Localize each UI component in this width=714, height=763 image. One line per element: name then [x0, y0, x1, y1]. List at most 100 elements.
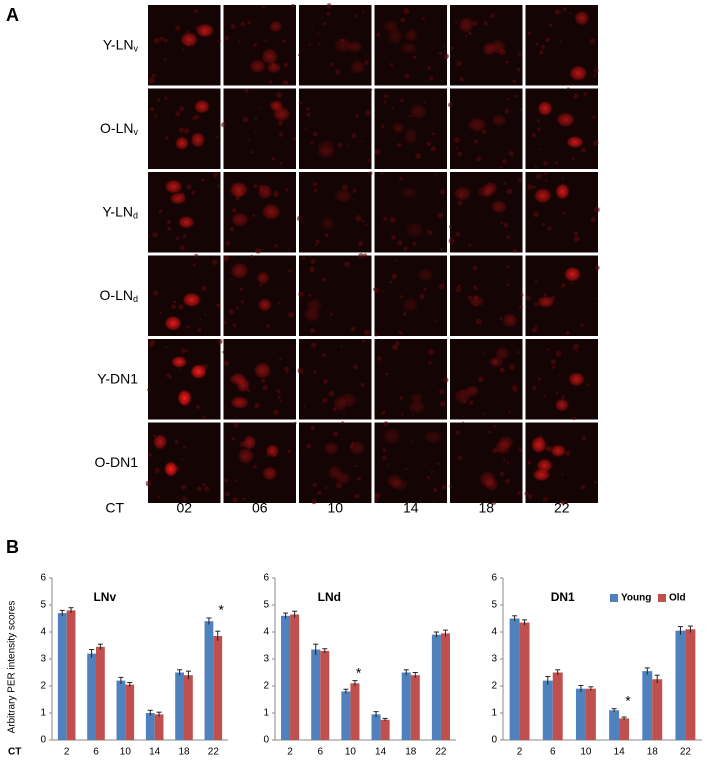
bar — [585, 688, 596, 740]
speckle — [152, 290, 159, 296]
speckle — [490, 13, 495, 19]
cell — [268, 20, 283, 33]
speckle — [181, 458, 184, 461]
cell — [164, 179, 183, 195]
x-tick-label: 18 — [178, 747, 190, 758]
speckle — [317, 490, 322, 495]
speckle — [232, 497, 238, 503]
speckle — [229, 226, 235, 232]
speckle — [505, 478, 510, 484]
bar — [213, 636, 223, 740]
cell — [573, 10, 590, 26]
cell — [268, 99, 284, 112]
micrograph-tile — [450, 339, 523, 420]
cell — [382, 19, 400, 33]
row-label-text: O-DN1 — [94, 453, 138, 469]
speckle — [313, 188, 318, 193]
speckle — [581, 147, 587, 153]
bar — [431, 634, 441, 740]
speckle — [154, 467, 160, 474]
speckle — [202, 415, 206, 419]
speckle — [178, 304, 184, 310]
y-tick-label: 3 — [40, 654, 46, 665]
cell — [253, 361, 272, 380]
speckle — [167, 226, 172, 231]
speckle — [306, 443, 312, 449]
speckle — [232, 323, 237, 328]
speckle — [455, 430, 460, 435]
speckle — [288, 248, 291, 251]
cell — [248, 58, 267, 74]
speckle — [448, 225, 453, 229]
speckle — [439, 283, 445, 290]
speckle — [354, 464, 358, 468]
speckle — [370, 88, 373, 91]
speckle — [323, 21, 327, 26]
speckle — [412, 241, 417, 246]
speckle — [247, 20, 252, 25]
speckle — [158, 209, 163, 214]
speckle — [389, 280, 393, 284]
speckle — [505, 60, 509, 64]
speckle — [212, 172, 219, 178]
row-label-subscript: v — [134, 127, 139, 137]
speckle — [148, 77, 155, 84]
column-label: 22 — [554, 500, 570, 516]
speckle — [403, 246, 408, 251]
row-label: Y-LNv — [103, 36, 139, 54]
speckle — [397, 143, 402, 148]
cell — [257, 183, 273, 200]
bar — [619, 718, 630, 740]
row-label-subscript: d — [133, 294, 138, 304]
cell — [163, 460, 179, 478]
cell — [333, 188, 354, 203]
row-label: O-DN1 — [94, 453, 138, 469]
speckle — [356, 476, 361, 481]
cell — [181, 292, 202, 308]
bar — [542, 680, 553, 740]
speckle — [171, 304, 177, 310]
speckle — [249, 150, 253, 154]
speckle — [311, 28, 314, 31]
speckle — [461, 421, 465, 424]
speckle — [193, 9, 198, 14]
cell — [554, 183, 571, 200]
speckle — [313, 131, 318, 137]
speckle — [298, 101, 302, 105]
cell — [533, 187, 553, 204]
speckle — [240, 300, 244, 304]
y-tick-label: 1 — [40, 708, 46, 719]
speckle — [195, 404, 201, 409]
speckle — [201, 178, 205, 182]
cell — [349, 59, 367, 75]
speckle — [235, 306, 239, 310]
speckle — [358, 240, 364, 247]
speckle — [232, 422, 239, 428]
chart-title: LNd — [318, 590, 341, 604]
speckle — [566, 87, 570, 91]
speckle — [179, 106, 185, 112]
speckle — [186, 184, 192, 190]
speckle — [595, 298, 599, 301]
speckle — [279, 358, 282, 361]
speckle — [192, 263, 196, 267]
speckle — [499, 471, 505, 476]
bar — [154, 714, 164, 740]
speckle — [355, 215, 362, 221]
cell — [398, 41, 419, 55]
speckle — [231, 208, 237, 213]
speckle — [455, 146, 459, 149]
cell — [556, 112, 576, 128]
speckle — [410, 440, 413, 444]
speckle — [204, 486, 210, 492]
x-tick-label: 14 — [614, 747, 626, 758]
row-label-subscript: v — [134, 44, 139, 54]
row-label-subscript: d — [133, 211, 138, 221]
speckle — [422, 17, 425, 20]
speckle — [426, 230, 430, 234]
speckle — [150, 107, 155, 112]
speckle — [575, 350, 578, 353]
speckle — [590, 216, 596, 222]
speckle — [261, 378, 266, 383]
significance-mark: * — [219, 602, 225, 618]
